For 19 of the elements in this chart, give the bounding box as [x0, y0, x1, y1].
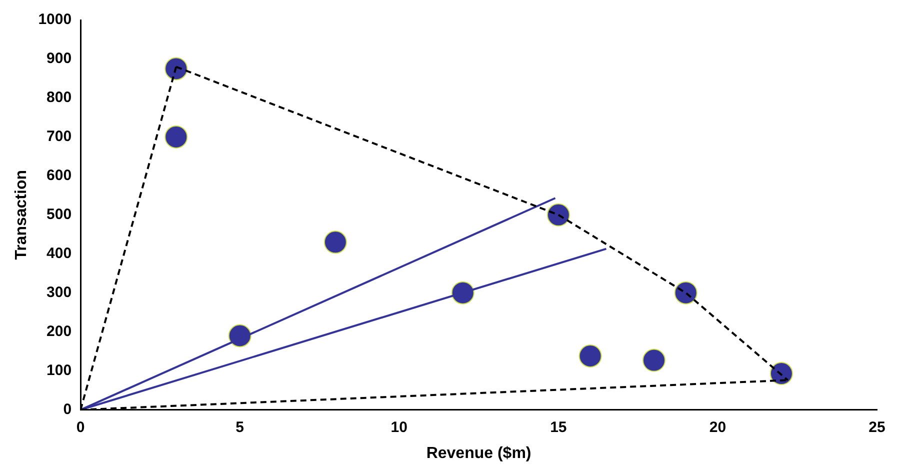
x-tick-label: 20 [709, 418, 726, 436]
y-axis-title: Transaction [13, 170, 30, 260]
y-tick-label: 100 [46, 362, 72, 379]
x-tick-label: 0 [76, 418, 85, 436]
y-tick-label: 900 [46, 50, 72, 68]
y-tick-label: 600 [46, 167, 72, 184]
x-tick-label: 25 [868, 418, 886, 436]
x-tick-label: 10 [390, 418, 408, 436]
x-axis-title: Revenue ($m) [426, 444, 532, 462]
y-tick-label: 1000 [38, 11, 72, 28]
y-tick-label: 800 [46, 89, 72, 106]
y-tick-label: 0 [63, 400, 72, 418]
x-tick-label: 5 [236, 418, 244, 436]
y-tick-label: 300 [46, 284, 72, 301]
y-tick-label: 400 [46, 245, 72, 262]
y-tick-label: 700 [46, 128, 72, 146]
x-tick-label: 15 [550, 418, 567, 436]
y-tick-label: 500 [46, 206, 72, 224]
y-tick-label: 200 [46, 322, 72, 340]
